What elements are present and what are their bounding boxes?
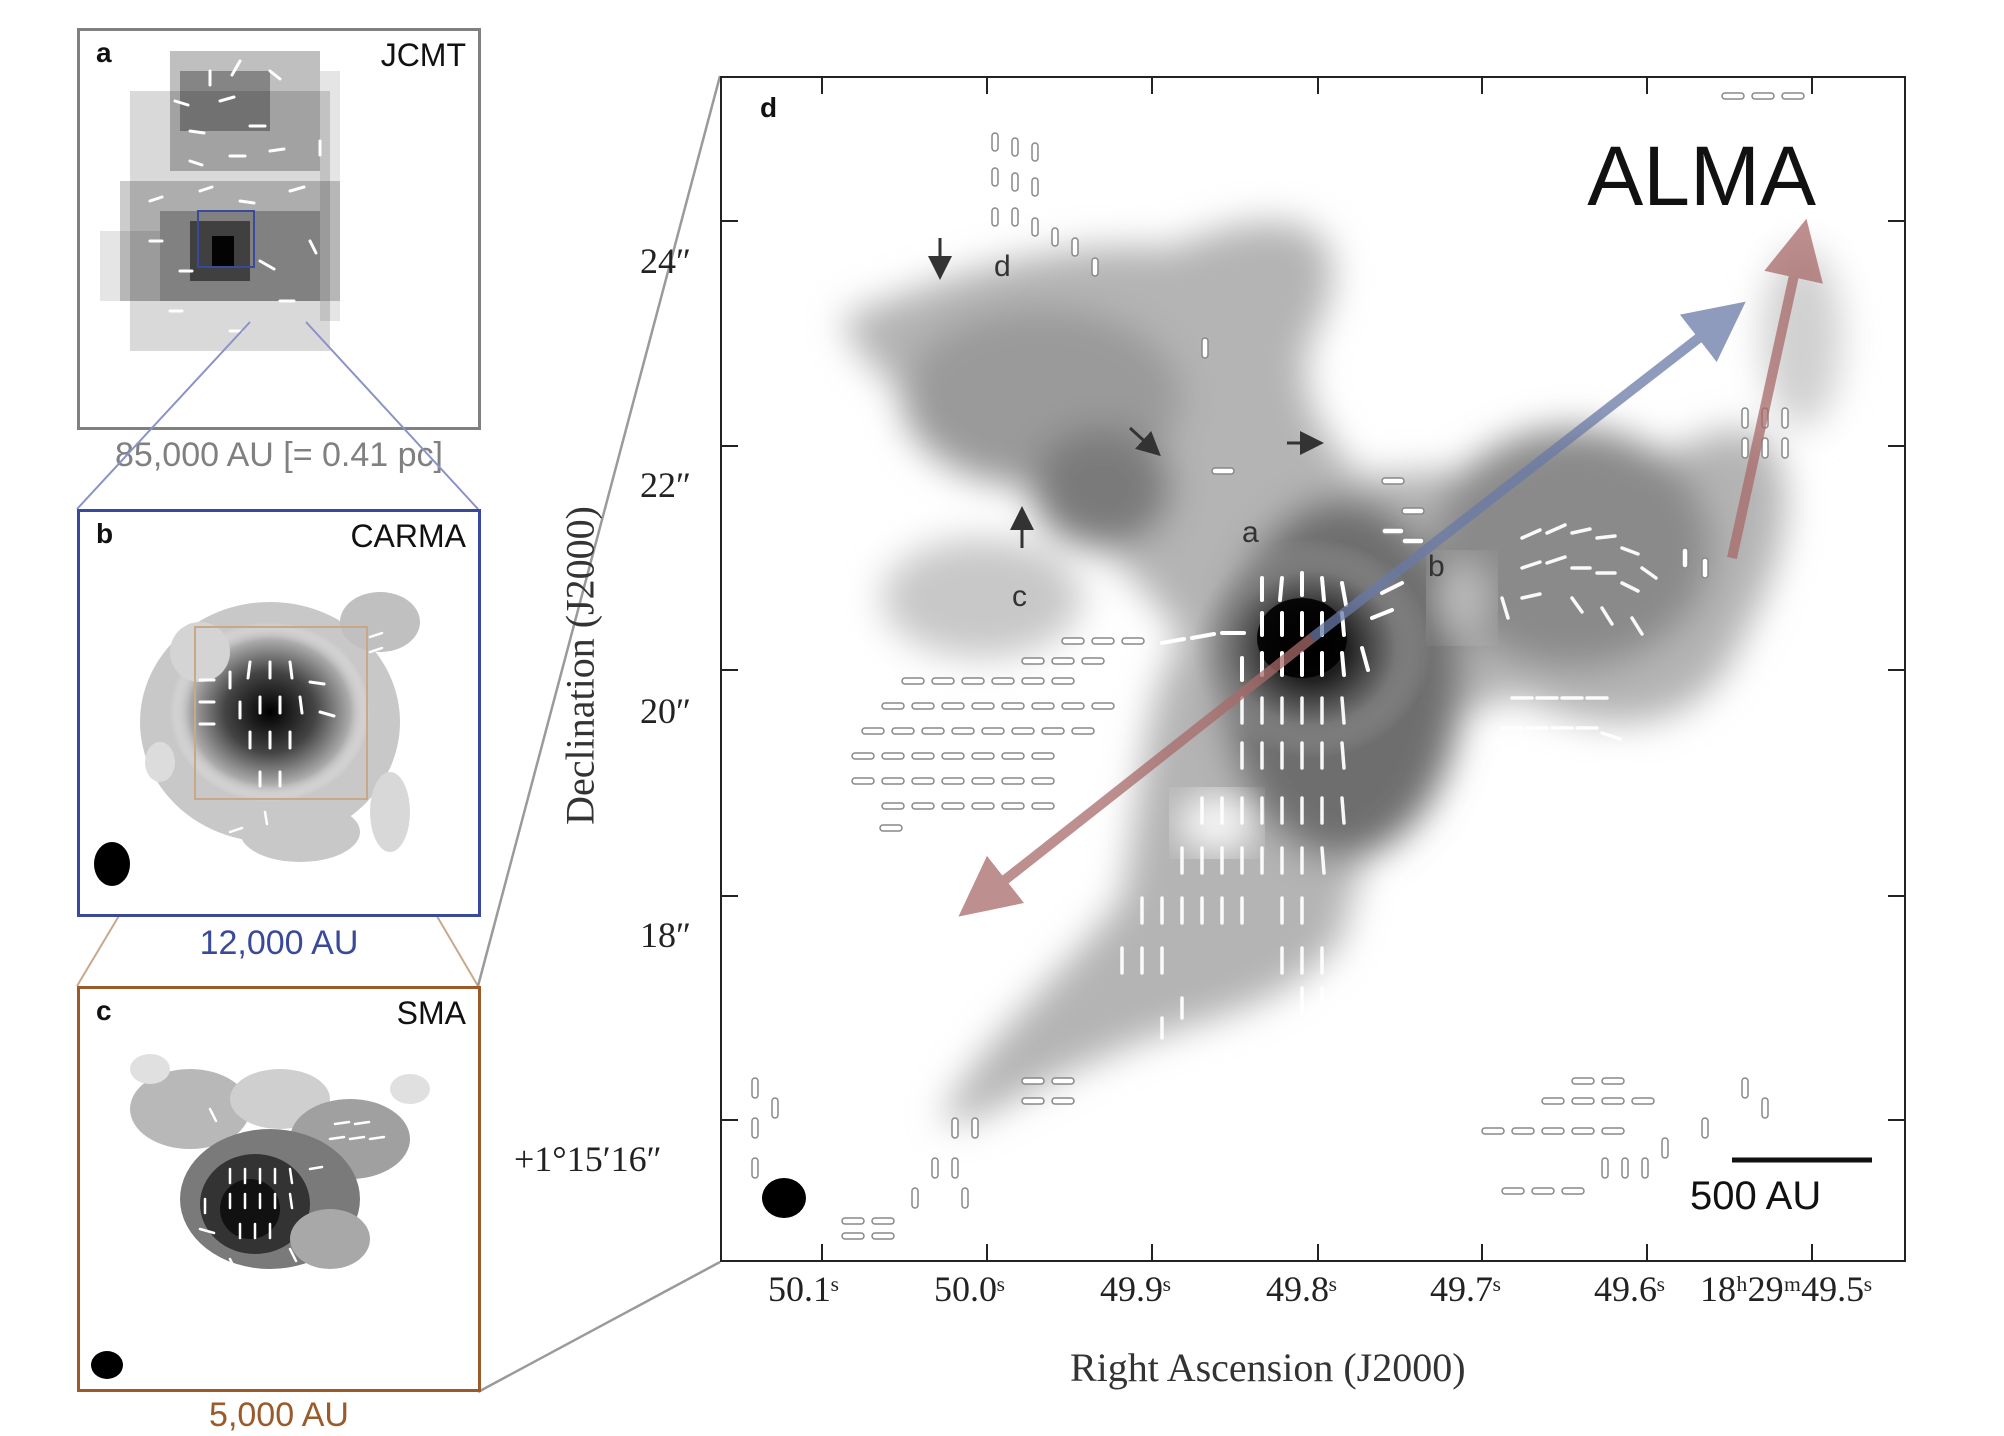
panel-a-jcmt: a JCMT <box>77 28 481 430</box>
panel-b-label: b <box>96 518 114 549</box>
panel-a-telescope: JCMT <box>380 37 466 73</box>
ytick-20: 20″ <box>640 691 691 731</box>
panel-b-scale: 12,000 AU <box>199 924 359 962</box>
source-label-d: d <box>994 250 1011 283</box>
source-label-a: a <box>1242 516 1259 549</box>
ytick-22: 22″ <box>640 465 691 505</box>
alma-polarization-vectors <box>1160 571 1404 682</box>
panel-d-telescope: ALMA <box>1587 129 1816 223</box>
source-label-c: c <box>1012 580 1027 613</box>
panel-a-scale: 85,000 AU [= 0.41 pc] <box>115 436 443 474</box>
xtick-49-5: 18ʰ29ᵐ49.5ˢ <box>1700 1269 1872 1309</box>
xtick-49-7: 49.7ˢ <box>1430 1269 1501 1309</box>
panel-c-scale: 5,000 AU <box>209 1396 349 1434</box>
panel-a-label: a <box>96 37 112 68</box>
xtick-49-6: 49.6ˢ <box>1594 1269 1665 1309</box>
panel-b-telescope: CARMA <box>350 518 466 554</box>
y-axis-title: Declination (J2000) <box>557 506 603 825</box>
carma-map <box>94 592 420 886</box>
ytick-16: +1°15′16″ <box>514 1139 662 1179</box>
source-label-b: b <box>1428 550 1445 583</box>
panel-c-telescope: SMA <box>396 995 466 1031</box>
panel-c-label: c <box>96 995 112 1026</box>
alma-beam <box>762 1178 806 1218</box>
alma-map <box>722 78 1904 1260</box>
sma-beam <box>91 1351 123 1379</box>
sma-map <box>91 1054 430 1379</box>
ytick-24: 24″ <box>640 241 691 281</box>
panel-d-alma: d ALMA d c a b 500 AU <box>720 76 1906 1262</box>
carma-beam <box>94 842 130 886</box>
x-axis-title: Right Ascension (J2000) <box>1070 1345 1466 1390</box>
panel-b-carma: b CARMA <box>77 509 481 917</box>
xtick-50-1: 50.1ˢ <box>768 1269 839 1309</box>
red-outflow-a <box>958 634 1316 917</box>
alma-faint-vectors <box>751 92 1805 1240</box>
scale-bar-label: 500 AU <box>1690 1174 1822 1218</box>
xtick-49-9: 49.9ˢ <box>1100 1269 1171 1309</box>
jcmt-map <box>100 51 340 351</box>
panel-c-sma: c SMA <box>77 986 481 1392</box>
panel-d-label: d <box>760 92 778 123</box>
red-outflow-b <box>1727 218 1823 560</box>
blue-outflow-a <box>1308 301 1746 642</box>
xtick-50-0: 50.0ˢ <box>934 1269 1005 1309</box>
ytick-18: 18″ <box>640 915 691 955</box>
xtick-49-8: 49.8ˢ <box>1266 1269 1337 1309</box>
